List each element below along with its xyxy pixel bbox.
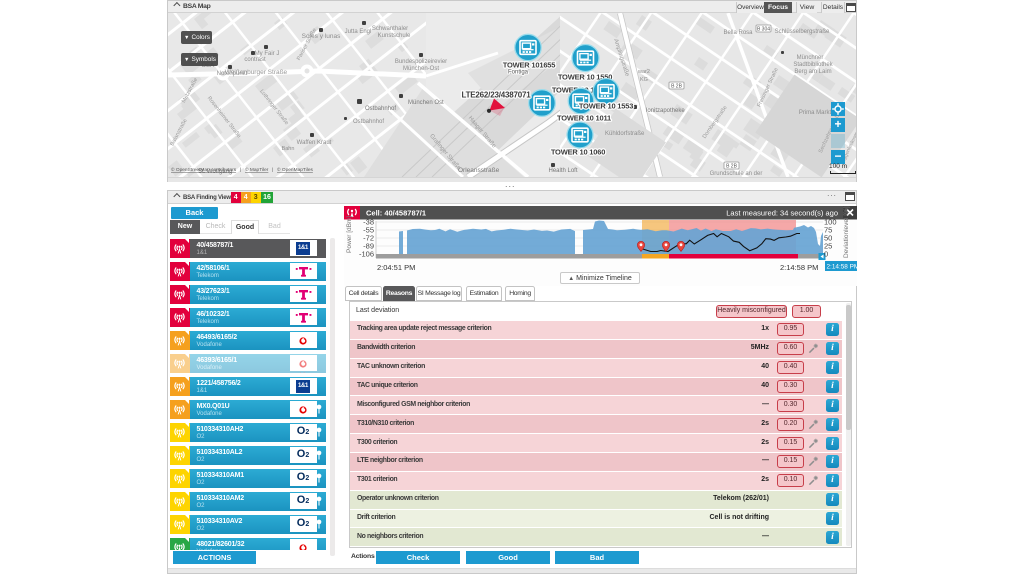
svg-text:-38: -38	[363, 218, 374, 227]
svg-text:Grundschule an der: Grundschule an der	[710, 171, 763, 177]
svg-text:Bella Rosa: Bella Rosa	[723, 30, 753, 36]
svg-text:Waffen Kraut: Waffen Kraut	[297, 140, 332, 146]
svg-text:Weißenburger Straße: Weißenburger Straße	[225, 69, 288, 76]
svg-text:Münchner: Münchner	[797, 55, 824, 61]
svg-text:Fontiga: Fontiga	[508, 70, 529, 76]
svg-text:100: 100	[824, 218, 837, 227]
svg-text:B 304: B 304	[757, 27, 770, 33]
svg-text:Notenpunkt: Notenpunkt	[217, 71, 248, 77]
svg-text:B 2B: B 2B	[726, 164, 738, 170]
svg-text:Ostbahnhof: Ostbahnhof	[365, 106, 396, 112]
svg-text:Kühldorfstraße: Kühldorfstraße	[605, 131, 645, 137]
svg-text:war2: war2	[637, 69, 650, 75]
svg-text:© MapTiler: © MapTiler	[245, 166, 269, 173]
svg-text:Orleansstraße: Orleansstraße	[458, 167, 500, 174]
svg-text:Jutta Engl: Jutta Engl	[345, 29, 372, 35]
svg-text:-55: -55	[363, 226, 374, 235]
svg-text:2:14:58 PM: 2:14:58 PM	[780, 263, 818, 272]
svg-text:-106: -106	[359, 250, 374, 259]
svg-text:50: 50	[824, 234, 832, 243]
svg-text:TOWER 10 1553: TOWER 10 1553	[579, 102, 633, 111]
svg-text:DEA: DEA	[202, 63, 214, 69]
svg-text:B 2B: B 2B	[671, 84, 683, 90]
svg-text:Berg am Laim: Berg am Laim	[794, 69, 831, 75]
svg-text:Kunstschule: Kunstschule	[378, 33, 411, 39]
svg-text:Cell: 40/458787/1: Cell: 40/458787/1	[366, 209, 426, 218]
svg-text:|: |	[272, 167, 273, 173]
svg-text:Soles y lunas: Soles y lunas	[302, 33, 341, 40]
svg-text:75: 75	[824, 226, 832, 235]
svg-text:München-Ost: München-Ost	[403, 66, 439, 72]
svg-text:-89: -89	[363, 242, 374, 251]
svg-text:Bahn: Bahn	[282, 146, 295, 152]
svg-text:TOWER 101655: TOWER 101655	[503, 61, 556, 70]
svg-text:|: |	[240, 167, 241, 173]
svg-text:TOWER 10 1011: TOWER 10 1011	[557, 114, 611, 123]
svg-text:My Fair J: My Fair J	[255, 51, 280, 57]
svg-text:KG: KG	[640, 77, 648, 83]
svg-text:Ostbahnhof: Ostbahnhof	[353, 119, 384, 125]
svg-text:-72: -72	[363, 234, 374, 243]
svg-text:© OpenMapTiles: © OpenMapTiles	[277, 166, 313, 173]
svg-text:contrast: contrast	[244, 57, 266, 63]
svg-text:2:04:51 PM: 2:04:51 PM	[377, 263, 415, 272]
svg-text:25: 25	[824, 242, 832, 251]
svg-text:Bundespolizeirevier: Bundespolizeirevier	[395, 59, 447, 65]
svg-text:München Ost: München Ost	[408, 100, 444, 106]
svg-text:Schlüsselbergstraße: Schlüsselbergstraße	[775, 29, 830, 35]
svg-text:LTE262/23/4387071: LTE262/23/4387071	[462, 91, 532, 100]
svg-text:0: 0	[824, 250, 828, 259]
svg-text:Last measured: 34 second(s) ag: Last measured: 34 second(s) ago	[726, 209, 838, 218]
svg-text:lonitzapotheke: lonitzapotheke	[646, 108, 685, 114]
svg-text:2:14:58 PM: 2:14:58 PM	[827, 264, 858, 271]
svg-text:St. Wolfgang: St. Wolfgang	[198, 169, 232, 175]
svg-text:Power [dBm]: Power [dBm]	[346, 216, 353, 253]
svg-text:TOWER 10 1550: TOWER 10 1550	[558, 73, 612, 82]
svg-text:Schwanthaler: Schwanthaler	[372, 26, 408, 32]
svg-text:© OpenStreetMap contributors: © OpenStreetMap contributors	[171, 166, 237, 173]
svg-text:Stadtbibliothek: Stadtbibliothek	[793, 62, 833, 68]
svg-text:Deviationlevel [%]: Deviationlevel [%]	[843, 206, 850, 258]
svg-text:Prima Markt: Prima Markt	[799, 110, 832, 116]
svg-text:Health Loft: Health Loft	[548, 168, 577, 174]
svg-text:TOWER 10 1060: TOWER 10 1060	[551, 148, 605, 157]
